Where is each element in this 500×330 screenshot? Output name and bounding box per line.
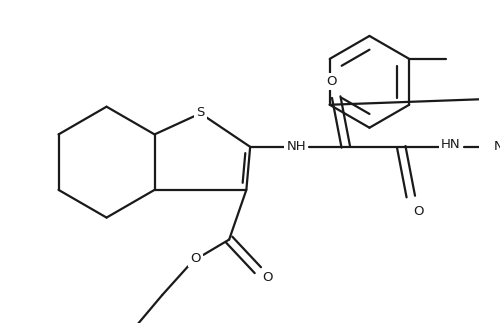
Text: O: O	[413, 205, 424, 218]
Text: S: S	[196, 106, 204, 119]
Text: HN: HN	[441, 138, 461, 151]
Text: O: O	[326, 75, 336, 88]
Text: O: O	[262, 271, 272, 284]
Text: O: O	[190, 252, 201, 265]
Text: NH: NH	[286, 140, 306, 153]
Text: N: N	[494, 140, 500, 153]
